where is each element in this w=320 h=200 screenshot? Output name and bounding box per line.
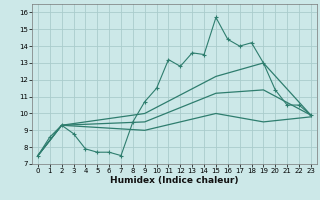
X-axis label: Humidex (Indice chaleur): Humidex (Indice chaleur)	[110, 176, 239, 185]
